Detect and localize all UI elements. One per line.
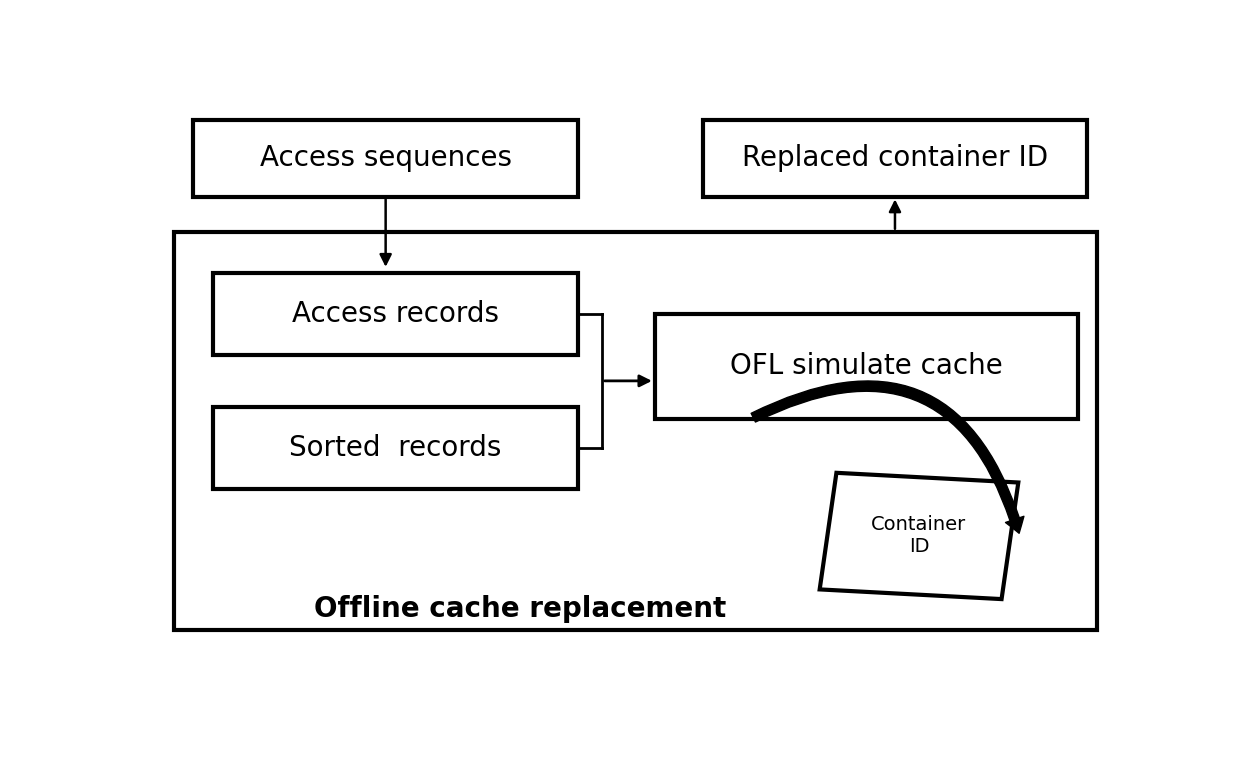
Text: Sorted  records: Sorted records [289,434,501,462]
FancyBboxPatch shape [213,407,578,489]
Text: Access sequences: Access sequences [259,144,512,173]
Bar [820,473,1018,599]
Text: Offline cache replacement: Offline cache replacement [314,595,727,623]
FancyBboxPatch shape [213,273,578,354]
FancyArrowPatch shape [751,381,1024,534]
Text: Container
ID: Container ID [872,515,967,556]
Text: Access records: Access records [291,299,498,328]
FancyBboxPatch shape [703,121,1087,197]
FancyBboxPatch shape [193,121,578,197]
Text: OFL simulate cache: OFL simulate cache [730,352,1002,380]
FancyBboxPatch shape [174,232,1096,629]
Text: Replaced container ID: Replaced container ID [742,144,1048,173]
FancyBboxPatch shape [655,314,1078,419]
